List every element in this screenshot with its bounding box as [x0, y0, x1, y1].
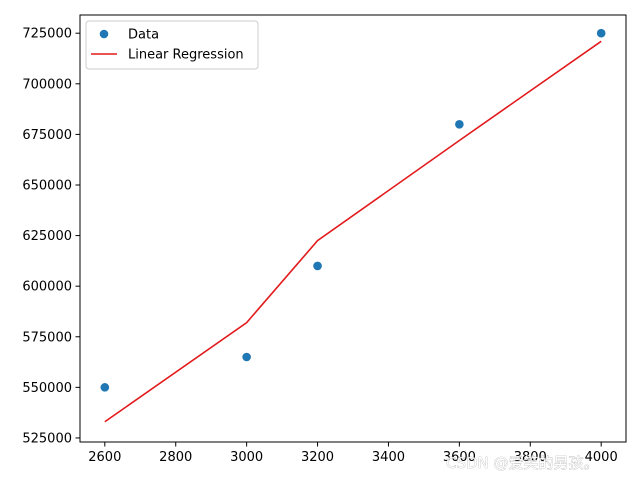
- data-point-2: [313, 261, 322, 271]
- legend-label-1: Linear Regression: [128, 48, 244, 63]
- legend-label-0: Data: [128, 28, 159, 43]
- x-tick-label-2: 3000: [230, 450, 263, 465]
- plot-area: [100, 28, 606, 423]
- y-tick-label-5: 650000: [22, 178, 72, 193]
- data-point-1: [242, 352, 251, 362]
- axes-frame: [79, 14, 627, 443]
- y-tick-label-2: 575000: [22, 330, 72, 345]
- data-point-0: [100, 383, 110, 392]
- x-tick-label-0: 2600: [88, 450, 121, 465]
- x-tick-label-5: 3600: [443, 450, 476, 465]
- data-point-3: [455, 119, 464, 129]
- x-tick-label-7: 4000: [585, 450, 618, 465]
- y-tick-label-4: 625000: [22, 229, 72, 244]
- series-line-1: [104, 40, 602, 423]
- watermark-text: CSDN @爱笑的男孩。: [446, 454, 599, 472]
- x-tick-label-3: 3200: [301, 450, 334, 465]
- data-point-4: [596, 28, 606, 38]
- legend-marker-0: [99, 29, 109, 39]
- y-tick-label-6: 675000: [22, 128, 72, 143]
- x-tick-label-6: 3800: [514, 450, 547, 465]
- legend-box: [85, 20, 259, 70]
- y-tick-label-1: 550000: [22, 381, 72, 396]
- x-tick-label-4: 3400: [372, 450, 405, 465]
- axes: 2600 2800 3000 3200 3400 3600 3800 4000 525000 55…: [22, 14, 627, 465]
- x-tick-label-1: 2800: [159, 450, 192, 465]
- y-tick-label-7: 700000: [22, 77, 72, 92]
- y-tick-label-0: 525000: [22, 431, 72, 446]
- y-tick-label-8: 725000: [22, 27, 72, 42]
- legend: Data Linear Regression: [85, 20, 259, 70]
- y-tick-label-3: 600000: [22, 280, 72, 295]
